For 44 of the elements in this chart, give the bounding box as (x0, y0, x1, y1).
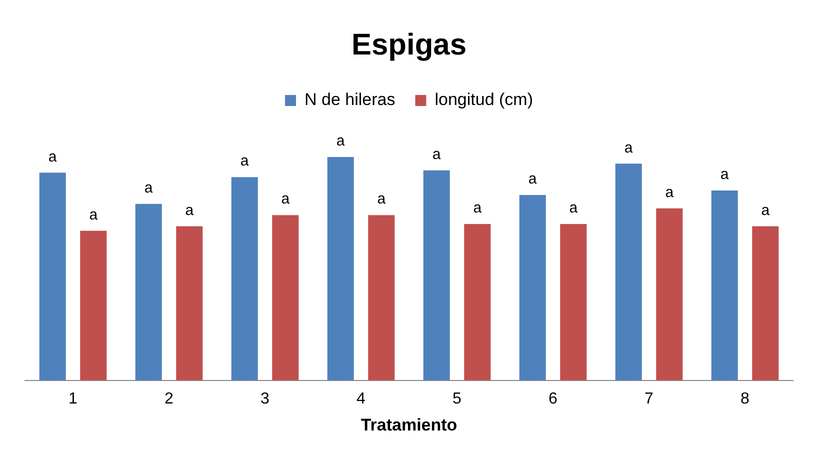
bar (368, 215, 395, 380)
legend-label: longitud (cm) (434, 90, 533, 110)
bar (656, 208, 683, 380)
x-axis-title: Tratamiento (360, 415, 458, 434)
annotation: a (665, 184, 674, 202)
x-tick-label: 4 (356, 390, 366, 408)
annotation: a (281, 190, 290, 208)
annotation: a (473, 200, 482, 217)
annotation: a (528, 170, 538, 188)
x-tick-label: 7 (644, 390, 654, 408)
chart-title: Espigas (351, 28, 467, 62)
bar (615, 164, 642, 380)
bar (135, 204, 162, 380)
annotation: a (377, 190, 386, 208)
text: a (336, 132, 346, 150)
text: a (624, 139, 634, 156)
annotation: a (185, 202, 194, 219)
annotation: a (432, 146, 442, 164)
bar (519, 194, 546, 380)
annotation: a (240, 152, 250, 170)
bar (39, 172, 66, 380)
annotation: a (144, 180, 154, 197)
x-tick-label: 3 (260, 390, 270, 408)
bar (464, 224, 491, 380)
bar (560, 224, 587, 380)
x-tick-label: 8 (740, 390, 750, 408)
x-tick-label: 6 (548, 390, 558, 408)
bar (272, 215, 299, 380)
bar (423, 170, 450, 380)
annotation: a (720, 166, 730, 184)
annotation: a (761, 202, 770, 219)
bar (231, 177, 258, 380)
bar (711, 190, 738, 380)
legend-label: N de hileras (304, 90, 396, 110)
bar (752, 226, 779, 380)
annotation: a (48, 148, 58, 166)
x-tick-label: 2 (164, 390, 174, 408)
x-tick-label: 5 (452, 390, 462, 408)
bar (176, 226, 203, 380)
bar (80, 230, 107, 380)
annotation: a (89, 206, 98, 224)
annotation: a (569, 200, 578, 217)
x-tick-label: 1 (68, 390, 78, 408)
bar (327, 156, 354, 380)
